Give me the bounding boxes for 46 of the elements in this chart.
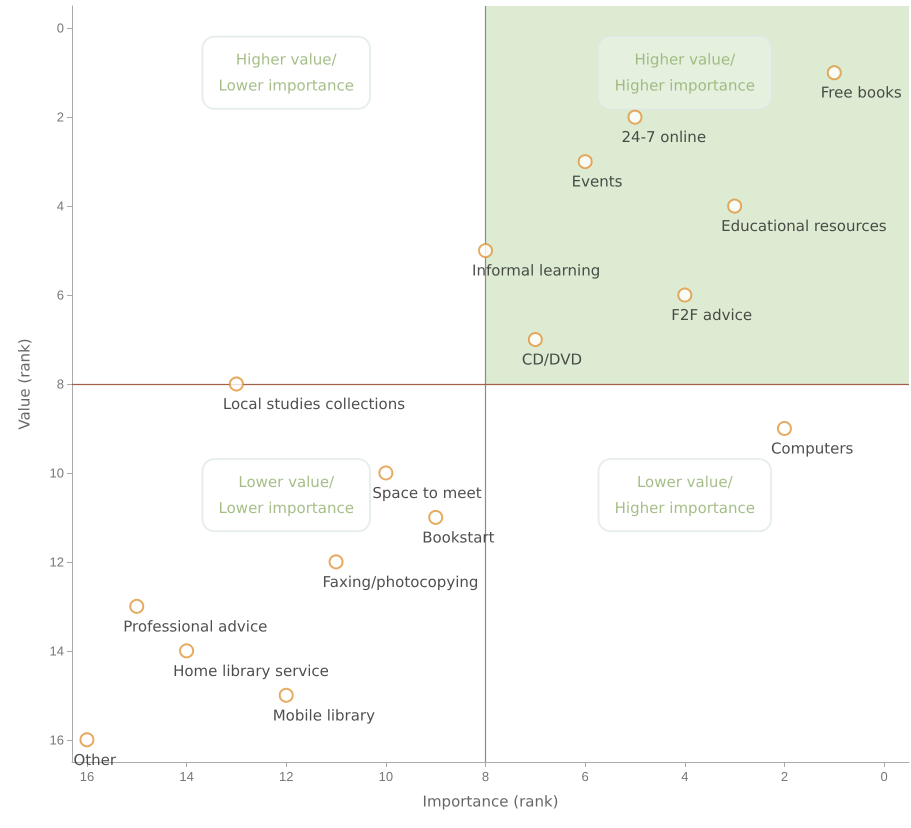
series-label: Other — [73, 750, 117, 769]
point — [627, 110, 642, 125]
series-label: Events — [572, 172, 623, 191]
x-tick-label: 10 — [378, 769, 394, 784]
annotation: Higher value/ Lower importance — [218, 50, 354, 95]
y-tick-label: 0 — [56, 20, 64, 36]
series-label: Home library service — [173, 662, 329, 680]
series-label: CD/DVD — [522, 350, 582, 369]
y-tick-label: 12 — [50, 554, 64, 570]
point — [478, 243, 494, 258]
y-tick-label: 10 — [50, 465, 64, 480]
series-label: F2F advice — [671, 306, 752, 324]
point — [228, 376, 244, 392]
x-tick-label: 8 — [482, 769, 490, 784]
annotation: Lower value/ Higher importance — [614, 473, 755, 518]
series-label: Faxing/photocopying — [322, 572, 478, 591]
series-label: Mobile library — [272, 706, 376, 724]
y-tick-label: 2 — [56, 110, 64, 125]
series-label: Space to meet — [372, 484, 482, 502]
x-axis-title: Importance (rank) — [422, 792, 558, 810]
series-label: Professional advice — [123, 617, 268, 636]
x-tick-label: 4 — [681, 769, 688, 784]
y-tick-label: 16 — [50, 732, 64, 748]
series-label: Local studies collections — [222, 395, 406, 413]
annotation: Higher value/ Higher importance — [614, 50, 755, 95]
series-label: Computers — [770, 439, 854, 458]
x-tick-label: 14 — [179, 769, 194, 784]
y-tick-label: 6 — [56, 288, 64, 303]
annotation: Lower value/ Lower importance — [218, 473, 354, 518]
x-tick-label: 6 — [582, 769, 589, 784]
x-tick-label: 2 — [780, 769, 788, 784]
y-axis-title: Value (rank) — [16, 338, 34, 430]
point — [826, 65, 842, 80]
x-tick-label: 16 — [80, 769, 94, 784]
series-label: 24-7 online — [621, 128, 706, 146]
y-tick-label: 4 — [56, 198, 64, 214]
series-label: Free books — [820, 84, 902, 102]
series-label: Educational resources — [721, 217, 887, 236]
x-tick-label: 0 — [880, 769, 888, 784]
point — [578, 154, 593, 170]
x-tick-label: 12 — [279, 769, 294, 784]
point — [528, 332, 543, 348]
point — [727, 198, 742, 214]
y-tick-label: 8 — [56, 376, 64, 392]
y-tick-label: 14 — [50, 643, 64, 658]
point — [677, 288, 692, 303]
